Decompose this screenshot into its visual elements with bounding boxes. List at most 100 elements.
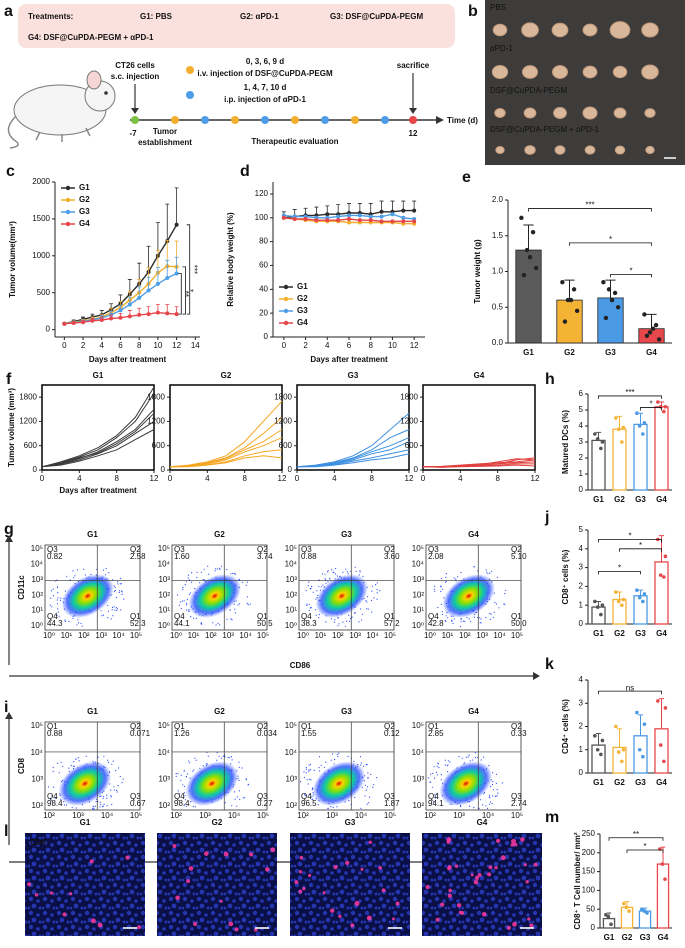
event-dot (191, 572, 193, 574)
y-axis-label: CD4⁺ cells (%) (561, 699, 570, 754)
x-tick-label: 8 (242, 474, 247, 483)
legend-label: G3 (297, 306, 308, 315)
y-tick-label: 10² (412, 590, 424, 599)
timeline-dot (231, 116, 239, 124)
error-bar (174, 256, 179, 274)
event-dot (465, 756, 467, 758)
event-dot (364, 784, 366, 786)
x-tick-label: 8 (114, 474, 119, 483)
cd8-signal (487, 872, 492, 877)
marker (155, 310, 160, 315)
x-tick-label: 10² (43, 811, 55, 820)
event-dot (487, 573, 489, 575)
y-tick-label: 80 (259, 237, 268, 246)
event-dot (495, 795, 497, 797)
tumor (491, 64, 509, 80)
event-dot (444, 764, 446, 766)
data-point (530, 229, 536, 235)
y-tick-label: 10³ (158, 575, 170, 584)
y-tick-label: 0 (288, 465, 293, 474)
x-tick-label: 10² (78, 631, 90, 640)
mouse-eye (104, 91, 108, 95)
plot-title: G4 (468, 707, 479, 716)
y-tick-label: 0 (591, 923, 596, 932)
event-dot (493, 789, 495, 791)
event-dot (489, 803, 491, 805)
data-point (595, 605, 600, 609)
event-dot (309, 607, 311, 609)
gate-name: Q2 (511, 545, 522, 554)
event-dot (318, 585, 320, 587)
cd8-signal (234, 927, 239, 932)
event-dot (54, 797, 56, 799)
tumor (494, 108, 506, 118)
y-tick-label: 10⁵ (31, 544, 43, 553)
event-dot (318, 579, 320, 581)
event-dot (324, 573, 326, 575)
cd8-signal (299, 855, 304, 860)
event-dot (451, 620, 453, 622)
data-point (574, 308, 580, 314)
event-dot (51, 801, 53, 803)
event-dot (466, 616, 468, 619)
event-dot (112, 760, 114, 762)
event-dot (111, 803, 113, 806)
density-cloud (188, 574, 241, 618)
y-tick-label: 10⁴ (31, 748, 44, 757)
event-dot (333, 763, 335, 765)
gate-value: 0.67 (130, 799, 146, 808)
cd8-signal (322, 891, 326, 895)
event-dot (183, 792, 185, 794)
y-tick-label: 10⁵ (412, 721, 424, 730)
tumor (554, 145, 566, 155)
gate-name: Q1 (511, 612, 522, 621)
gate-value: 1.55 (301, 729, 317, 738)
x-axis-label: Days after treatment (89, 355, 167, 364)
event-dot (75, 807, 77, 809)
data-point (642, 909, 647, 913)
cd8-signal (360, 867, 364, 871)
timeline-text: i.p. injection of αPD-1 (224, 95, 306, 104)
y-tick-label: 10³ (412, 575, 424, 584)
significance-bracket (608, 837, 664, 841)
gate-name: Q1 (384, 612, 395, 621)
event-dot (434, 793, 436, 796)
event-dot (117, 583, 119, 585)
cd8-signal (366, 915, 372, 921)
gate-name: Q4 (301, 612, 312, 621)
data-point (662, 759, 666, 764)
gate-name: Q4 (174, 792, 185, 801)
event-dot (363, 765, 365, 768)
event-dot (306, 604, 308, 607)
y-tick-label: 1200 (147, 417, 165, 426)
cd8-signal (345, 860, 350, 866)
event-dot (102, 797, 104, 799)
event-dot (324, 578, 326, 580)
legend-marker (65, 209, 71, 215)
event-dot (308, 778, 310, 781)
event-dot (238, 790, 240, 792)
y-tick-label: 10⁴ (412, 748, 425, 757)
event-dot (207, 565, 209, 567)
x-tick-label: 10⁵ (511, 811, 523, 820)
panel-letter: h (545, 371, 555, 388)
event-dot (104, 574, 106, 576)
event-dot (375, 584, 377, 586)
event-dot (353, 760, 355, 763)
cd8-signal (448, 888, 453, 893)
marker (137, 312, 142, 317)
event-dot (305, 768, 307, 770)
cd8-signal (470, 873, 474, 877)
gate-name: Q3 (257, 792, 268, 801)
cd8-signal (27, 882, 32, 887)
plot-frame (422, 384, 536, 471)
event-dot (107, 610, 109, 612)
event-dot (75, 758, 77, 760)
event-dot (121, 593, 123, 596)
y-axis-label: Matured DCs (%) (561, 410, 570, 474)
error-bar (146, 276, 151, 291)
event-dot (107, 759, 109, 761)
gate-value: 38.3 (301, 619, 317, 628)
x-tick-label: 10⁰ (297, 631, 309, 640)
event-dot (220, 565, 223, 567)
